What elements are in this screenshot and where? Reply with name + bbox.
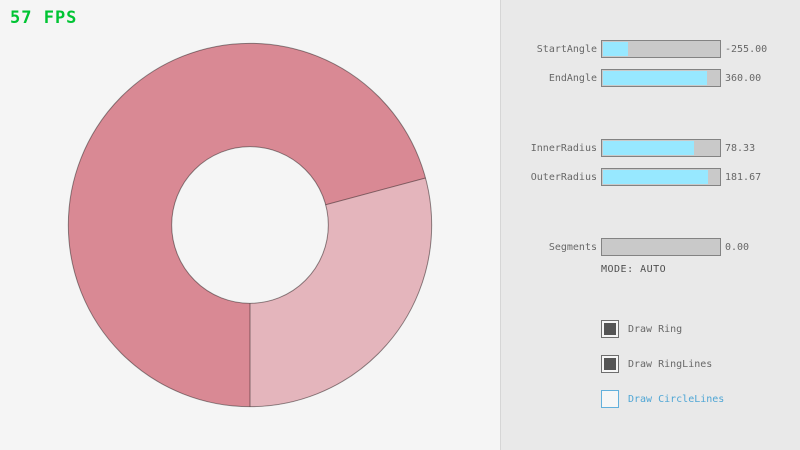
ring-single-fill (250, 177, 432, 407)
segments-slider[interactable] (601, 238, 721, 256)
ring-canvas (67, 42, 433, 408)
draw-ring-row: Draw Ring (601, 320, 800, 338)
draw-ring-label: Draw Ring (628, 324, 683, 335)
ring-inner-outline (171, 146, 329, 304)
fps-counter: 57 FPS (10, 8, 78, 28)
segments-label: Segments (548, 242, 597, 253)
segments-row: Segments 0.00 (501, 238, 800, 256)
draw-ringlines-row: Draw RingLines (601, 355, 800, 373)
inner-radius-slider-fill (603, 141, 694, 155)
ring-outer-outline (67, 42, 433, 408)
segments-value: 0.00 (725, 242, 750, 253)
inner-radius-row: InnerRadius 78.33 (501, 139, 800, 157)
start-angle-label: StartAngle (536, 44, 597, 55)
outer-radius-slider[interactable] (601, 168, 721, 186)
start-angle-slider-fill (603, 42, 629, 56)
start-angle-slider[interactable] (601, 40, 721, 58)
draw-ringlines-checkbox[interactable] (601, 355, 619, 373)
inner-radius-label: InnerRadius (530, 143, 597, 154)
segments-mode-text: MODE: AUTO (601, 264, 667, 275)
outer-radius-value: 181.67 (725, 172, 762, 183)
inner-radius-value: 78.33 (725, 143, 756, 154)
outer-radius-slider-fill (603, 170, 709, 184)
end-angle-value: 360.00 (725, 73, 762, 84)
draw-circlelines-row: Draw CircleLines (601, 390, 800, 408)
start-angle-value: -255.00 (725, 44, 768, 55)
outer-radius-row: OuterRadius 181.67 (501, 168, 800, 186)
draw-circlelines-checkbox[interactable] (601, 390, 619, 408)
control-panel: StartAngle -255.00 EndAngle 360.00 Inner… (500, 0, 800, 450)
draw-ring-checkbox[interactable] (601, 320, 619, 338)
end-angle-slider[interactable] (601, 69, 721, 87)
draw-ringlines-label: Draw RingLines (628, 359, 713, 370)
end-angle-label: EndAngle (548, 73, 597, 84)
end-angle-row: EndAngle 360.00 (501, 69, 800, 87)
inner-radius-slider[interactable] (601, 139, 721, 157)
end-angle-slider-fill (603, 71, 708, 85)
outer-radius-label: OuterRadius (530, 172, 597, 183)
draw-circlelines-label: Draw CircleLines (628, 394, 725, 405)
start-angle-row: StartAngle -255.00 (501, 40, 800, 58)
ring-start-angle-line (325, 177, 426, 206)
